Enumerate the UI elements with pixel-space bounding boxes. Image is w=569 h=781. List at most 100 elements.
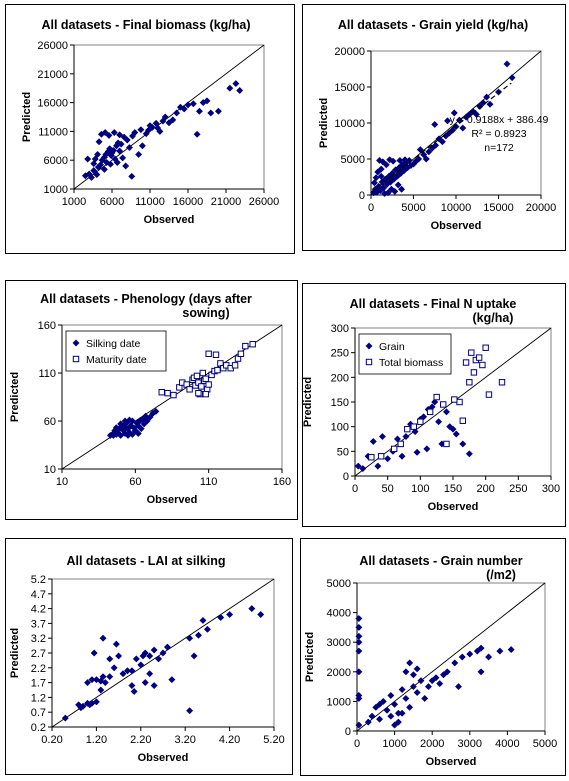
- data-point: [355, 638, 363, 646]
- data-point: [477, 644, 485, 652]
- data-point: [61, 714, 69, 722]
- chart-title: All datasets - Final N uptake (kg/ha): [350, 297, 517, 325]
- x-tick-label: 250: [509, 483, 527, 495]
- data-point: [498, 379, 506, 386]
- grain-number-chart-panel: All datasets - Grain number (/m2) 0 1000 200…: [300, 538, 566, 776]
- data-point: [132, 655, 140, 663]
- data-point: [423, 445, 431, 453]
- data-point: [137, 661, 145, 669]
- data-point: [123, 136, 131, 144]
- data-point: [248, 605, 256, 613]
- data-point: [164, 389, 171, 397]
- x-axis-label: Observed: [138, 752, 189, 764]
- data-point: [116, 131, 124, 139]
- data-point: [406, 659, 414, 667]
- data-point: [507, 646, 515, 654]
- data-point: [386, 156, 394, 164]
- data-point: [377, 453, 385, 460]
- data-point: [203, 97, 211, 105]
- y-tick-label: 0: [345, 726, 351, 738]
- x-tick-label: 4000: [495, 738, 519, 750]
- data-point: [152, 407, 160, 415]
- data-point: [112, 640, 120, 648]
- data-point: [376, 715, 384, 723]
- grain-yield-chart: All datasets - Grain yield (kg/ha) 0 5000 1…: [318, 18, 556, 232]
- data-point: [163, 643, 171, 651]
- data-point: [475, 354, 483, 361]
- data-point: [84, 155, 92, 163]
- data-point: [148, 123, 156, 131]
- x-tick-label: 1.20: [86, 734, 107, 746]
- x-tick-label: 1000: [62, 196, 86, 208]
- phenology-chart: All datasets - Phenology (days after sowi…: [9, 292, 291, 506]
- data-point: [87, 173, 96, 182]
- data-point: [134, 429, 142, 438]
- data-point: [472, 110, 480, 118]
- data-point: [387, 691, 395, 700]
- data-point: [194, 631, 203, 639]
- y-tick-label: 21000: [37, 69, 68, 81]
- data-point: [90, 167, 98, 175]
- x-axis-label: Observed: [426, 756, 477, 768]
- data-point: [393, 435, 402, 443]
- y-axis-label: Predicted: [318, 98, 330, 148]
- data-point: [402, 694, 410, 702]
- y-tick-label: 4000: [327, 608, 351, 620]
- n-uptake-chart: All datasets - Final N uptake (kg/ha) 0 50 1…: [303, 297, 560, 513]
- data-point: [413, 448, 421, 456]
- data-point: [398, 686, 406, 694]
- data-point: [456, 398, 463, 406]
- chart-title: All datasets - Grain number (/m2): [359, 554, 522, 582]
- y-axis-label: Predicted: [9, 372, 21, 422]
- data-point: [199, 616, 207, 624]
- n-uptake-chart-panel: All datasets - Final N uptake (kg/ha) 0 50 1…: [302, 283, 566, 527]
- legend-marker: [365, 342, 373, 350]
- data-point: [370, 179, 378, 187]
- data-point: [99, 634, 107, 642]
- data-point: [186, 386, 193, 393]
- data-point: [409, 683, 417, 691]
- data-point: [354, 462, 362, 470]
- y-tick-label: 50: [337, 446, 349, 458]
- data-point: [494, 88, 503, 96]
- y-tick-label: 110: [38, 368, 56, 380]
- data-point: [462, 359, 470, 366]
- data-point: [377, 172, 385, 180]
- data-point: [90, 160, 98, 168]
- data-point: [189, 100, 197, 108]
- data-point: [404, 425, 411, 433]
- data-point: [195, 107, 203, 115]
- data-point: [193, 130, 201, 138]
- data-point: [116, 147, 124, 155]
- y-tick-label: 26000: [37, 40, 68, 52]
- data-point: [77, 704, 85, 712]
- trendline: [370, 82, 512, 193]
- data-point: [128, 172, 136, 180]
- data-point: [150, 646, 158, 654]
- grain-yield-chart-panel: All datasets - Grain yield (kg/ha) 0 5000 1…: [302, 4, 566, 251]
- data-point: [398, 709, 406, 717]
- data-point: [128, 682, 136, 690]
- y-tick-label: 2000: [327, 667, 351, 679]
- y-tick-label: 5000: [341, 154, 365, 166]
- data-point: [207, 109, 215, 117]
- data-point: [168, 676, 176, 684]
- x-tick-label: 4.20: [219, 734, 240, 746]
- data-point: [137, 126, 145, 134]
- data-point: [125, 143, 134, 152]
- data-point: [410, 423, 417, 430]
- legend-marker: [72, 355, 80, 363]
- data-point: [406, 703, 414, 711]
- data-point: [249, 341, 256, 348]
- x-tick-label: 1000: [382, 738, 406, 750]
- data-point: [415, 155, 423, 163]
- y-tick-label: 5.2: [31, 574, 46, 586]
- y-tick-label: 100: [331, 422, 349, 434]
- grain-number-chart: All datasets - Grain number (/m2) 0 1000 200…: [304, 554, 557, 768]
- data-point: [409, 671, 417, 679]
- data-point: [470, 369, 478, 376]
- data-point: [158, 389, 165, 396]
- data-point: [217, 613, 225, 622]
- legend-label: Grain: [379, 341, 405, 353]
- data-point: [454, 683, 463, 691]
